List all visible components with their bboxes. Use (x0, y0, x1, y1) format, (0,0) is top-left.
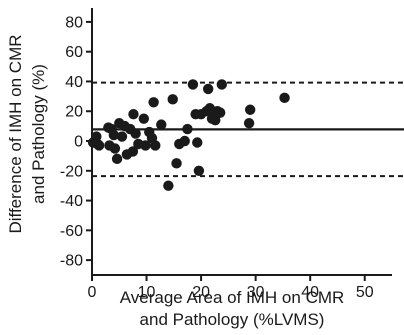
data-point (92, 138, 103, 150)
y-tick-label: -40 (60, 193, 83, 210)
data-point (111, 153, 123, 165)
data-point (279, 92, 290, 104)
y-tick-label: -60 (60, 223, 83, 240)
data-point (156, 119, 167, 130)
x-tick-label: 50 (356, 284, 374, 301)
data-point (108, 129, 120, 141)
y-tick-label: -20 (60, 163, 83, 180)
data-point (167, 94, 178, 105)
data-points (87, 79, 290, 191)
y-tick-label: 60 (65, 44, 83, 61)
data-point (148, 97, 159, 108)
data-point (244, 104, 256, 115)
x-tick-label: 20 (192, 284, 210, 301)
y-tick-label: 0 (74, 134, 83, 151)
data-point (182, 123, 193, 135)
data-point (127, 146, 139, 157)
y-axis-title-line-1: Difference of IMH on CMR (6, 34, 25, 233)
data-point (109, 143, 121, 154)
data-point (128, 109, 139, 120)
data-point (202, 83, 214, 95)
y-tick-label: 20 (65, 104, 83, 121)
x-axis-title-line-2: and Pathology (%LVMS) (140, 310, 325, 329)
x-tick-label: 10 (138, 284, 156, 301)
data-point (163, 180, 174, 191)
x-axis-title-line-1: Average Area of IMH on CMR (120, 288, 345, 307)
y-tick-label: 80 (65, 14, 83, 31)
data-point (116, 131, 128, 142)
axes: -80 -60 -40 -20 0 20 40 60 80 0 10 20 30 40 50 (60, 8, 392, 301)
y-axis-title: Difference of IMH on CMR and Pathology (… (6, 34, 48, 233)
data-point (130, 128, 141, 139)
reference-lines (92, 81, 404, 178)
x-tick-label: 30 (247, 284, 265, 301)
data-point (193, 165, 205, 176)
data-point (187, 79, 199, 90)
data-point (140, 140, 151, 151)
x-tick-label: 0 (88, 284, 97, 301)
data-point (214, 107, 226, 118)
data-point (150, 140, 161, 151)
data-point (243, 117, 255, 129)
data-point (216, 79, 228, 90)
data-point (192, 137, 203, 148)
data-point (171, 158, 182, 169)
y-axis-title-line-2: and Pathology (%) (29, 64, 48, 204)
data-point (179, 135, 190, 147)
x-tick-label: 40 (301, 284, 319, 301)
data-point (210, 114, 221, 126)
y-tick-label: -80 (60, 253, 83, 270)
data-point (138, 113, 150, 124)
y-tick-label: 40 (65, 74, 83, 91)
